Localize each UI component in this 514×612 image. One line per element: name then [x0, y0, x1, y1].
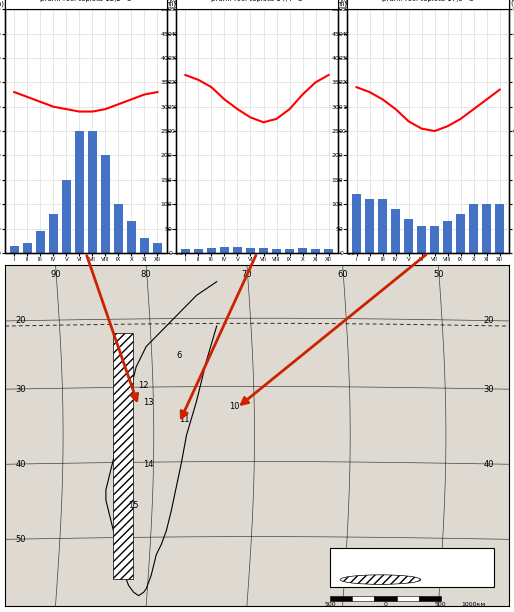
Text: 500: 500 — [435, 602, 447, 608]
Bar — [62, 180, 71, 253]
Bar — [391, 209, 400, 253]
Bar — [469, 204, 478, 253]
Text: prům. roč. teplota 14,4 °C: prům. roč. teplota 14,4 °C — [211, 0, 303, 2]
Text: 30: 30 — [483, 385, 494, 394]
Text: 60: 60 — [337, 270, 348, 278]
Text: 6: 6 — [176, 351, 181, 360]
Bar — [456, 214, 465, 253]
Bar — [352, 595, 374, 601]
Text: 12: 12 — [138, 381, 149, 390]
Bar — [396, 595, 419, 601]
Bar — [10, 245, 19, 253]
Bar — [194, 249, 203, 253]
Text: (mm): (mm) — [0, 0, 5, 7]
Text: 80: 80 — [141, 270, 152, 278]
Bar — [419, 595, 441, 601]
Text: (mm): (mm) — [157, 0, 176, 7]
Bar — [220, 247, 229, 253]
Bar — [259, 248, 268, 253]
Bar — [352, 195, 361, 253]
Bar — [443, 222, 452, 253]
Bar — [378, 200, 387, 253]
Text: 2: 2 — [436, 564, 441, 573]
Bar — [127, 222, 136, 253]
Text: 90: 90 — [50, 270, 61, 278]
Text: 20: 20 — [15, 316, 26, 326]
Bar — [324, 249, 333, 253]
Text: 10: 10 — [229, 401, 240, 411]
Bar — [75, 131, 84, 253]
Bar — [101, 155, 110, 253]
Bar — [298, 248, 307, 253]
Text: 30: 30 — [15, 385, 26, 394]
Bar — [207, 248, 216, 253]
Text: 40: 40 — [483, 460, 494, 469]
Bar — [88, 131, 97, 253]
Bar — [404, 219, 413, 253]
Bar — [495, 204, 504, 253]
Text: 0: 0 — [383, 602, 388, 608]
Bar — [417, 226, 426, 253]
Bar — [140, 238, 149, 253]
Text: 1: 1 — [436, 553, 441, 562]
FancyBboxPatch shape — [330, 548, 494, 587]
Bar — [181, 249, 190, 253]
Bar — [233, 247, 242, 253]
Bar — [374, 595, 396, 601]
Bar — [246, 248, 255, 253]
Text: 14: 14 — [143, 460, 154, 469]
Text: (°C): (°C) — [510, 0, 514, 7]
Text: 70: 70 — [242, 270, 252, 278]
Text: 1000км: 1000км — [461, 602, 485, 608]
Text: 15: 15 — [128, 501, 139, 510]
Bar — [482, 204, 491, 253]
Text: 50: 50 — [15, 535, 26, 544]
Bar — [430, 226, 439, 253]
Bar — [311, 249, 320, 253]
Bar — [36, 231, 45, 253]
FancyBboxPatch shape — [114, 333, 133, 578]
Bar — [330, 595, 352, 601]
Bar — [272, 249, 281, 253]
Text: prům. roč. teplota 12,2 °C: prům. roč. teplota 12,2 °C — [40, 0, 132, 2]
Text: 13: 13 — [143, 398, 154, 408]
Bar — [114, 204, 123, 253]
Text: 20: 20 — [483, 316, 494, 326]
Text: prům. roč. teplota 17,5 °C: prům. roč. teplota 17,5 °C — [382, 0, 474, 2]
Text: (mm): (mm) — [328, 0, 347, 7]
Bar — [285, 249, 294, 253]
Bar — [153, 243, 162, 253]
Text: 11: 11 — [179, 416, 189, 424]
Text: 40: 40 — [15, 460, 26, 469]
Text: (°C): (°C) — [168, 0, 182, 7]
Text: (°C): (°C) — [339, 0, 353, 7]
Bar — [23, 243, 32, 253]
Bar — [365, 200, 374, 253]
Text: 3: 3 — [436, 575, 441, 584]
Text: 50: 50 — [433, 270, 444, 278]
Bar — [49, 214, 58, 253]
Text: 500: 500 — [324, 602, 336, 608]
